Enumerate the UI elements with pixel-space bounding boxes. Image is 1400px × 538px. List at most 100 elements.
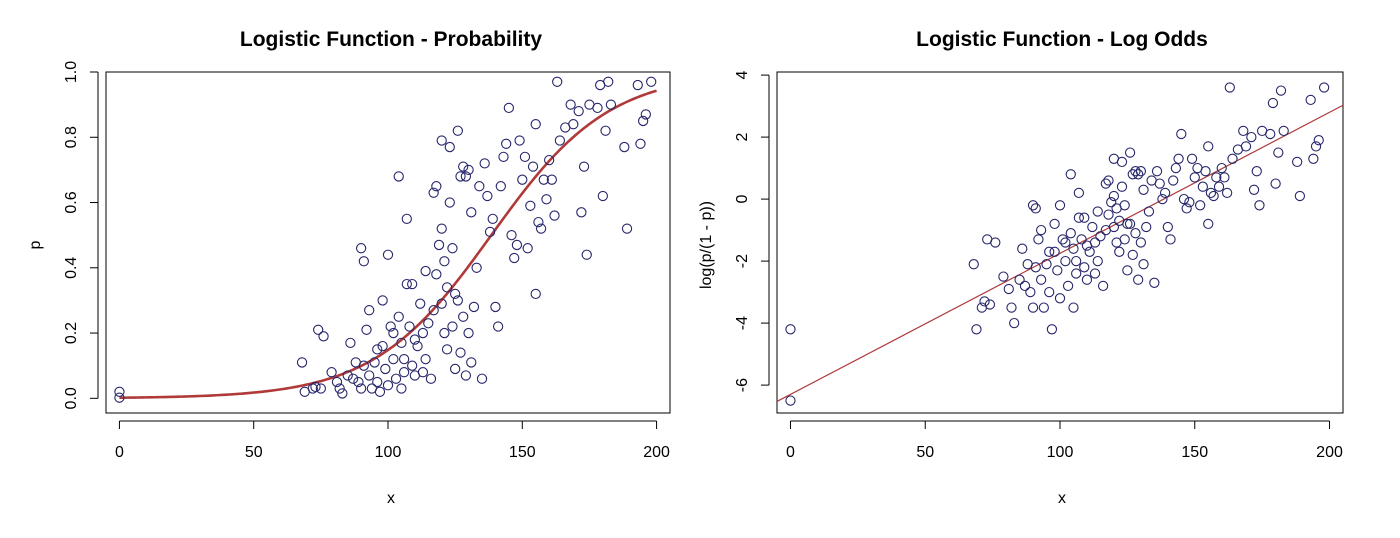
log-odds-plot-point	[1305, 94, 1316, 106]
log-odds-plot-point	[1046, 324, 1058, 335]
log-odds-plot-point	[1057, 234, 1068, 245]
probability-plot-point	[409, 334, 421, 345]
log-odds-plot-point	[1071, 255, 1082, 267]
probability-plot-point	[549, 210, 560, 221]
probability-plot-point	[425, 373, 437, 384]
probability-plot-point	[361, 324, 372, 335]
log-odds-plot-point	[1054, 200, 1066, 211]
log-odds-plot-point	[1308, 153, 1319, 164]
probability-plot-point	[431, 181, 442, 192]
log-odds-plot-point	[1065, 169, 1076, 180]
log-odds-plot-point	[968, 259, 979, 270]
probability-plot-point	[342, 370, 353, 381]
probability-plot-point	[460, 370, 472, 381]
log-odds-plot-point	[1116, 181, 1128, 192]
probability-plot-point	[401, 278, 412, 290]
probability-plot-point	[449, 288, 461, 300]
log-odds-plot-point	[1162, 221, 1173, 233]
log-odds-plot-point	[1122, 218, 1133, 230]
log-odds-plot-point	[1006, 302, 1017, 313]
log-odds-plot-point	[1197, 181, 1208, 192]
probability-plot-point	[347, 373, 359, 384]
probability-plot-y-tick-label: 1.0	[63, 61, 80, 83]
log-odds-plot-x-tick-label: 0	[786, 444, 795, 461]
log-odds-plot-point	[1087, 221, 1098, 233]
probability-plot-point	[452, 295, 463, 306]
probability-plot-point	[646, 76, 657, 87]
log-odds-plot-point	[1294, 190, 1306, 202]
probability-plot-point	[463, 327, 474, 339]
log-odds-plot-y-tick-label: 2	[734, 133, 751, 142]
log-odds-plot-point	[1103, 175, 1114, 186]
probability-plot-point	[439, 256, 450, 267]
log-odds-plot-point	[1124, 218, 1136, 230]
log-odds-plot-point	[1238, 125, 1249, 137]
log-odds-plot-point	[1149, 277, 1160, 288]
probability-plot-point	[455, 171, 466, 182]
probability-plot-x-tick-label: 50	[245, 444, 263, 461]
log-odds-plot-point	[1060, 237, 1071, 248]
log-odds-plot-point	[1254, 200, 1265, 211]
probability-plot-panel: Logistic Function - Probability x p 0 50 1…	[27, 28, 671, 507]
probability-plot-point	[412, 340, 423, 352]
log-odds-plot-point	[1170, 162, 1182, 174]
log-odds-plot-y-label: log(p/(1 - p))	[698, 201, 715, 289]
log-odds-plot-point	[1035, 224, 1047, 236]
probability-plot-point	[345, 337, 356, 348]
probability-plot-x-tick-label: 0	[115, 444, 124, 461]
log-odds-plot-point	[1248, 184, 1260, 195]
probability-plot-point	[514, 135, 525, 146]
probability-plot-point	[337, 388, 348, 399]
probability-plot-point	[576, 207, 587, 218]
probability-plot-point	[573, 106, 584, 117]
log-odds-plot-point	[1081, 274, 1093, 285]
probability-plot-point	[600, 125, 611, 136]
probability-plot-point	[114, 386, 125, 397]
log-odds-plot-frame	[776, 71, 1344, 414]
log-odds-plot-point	[1173, 153, 1184, 164]
probability-plot-point	[458, 311, 469, 322]
log-odds-plot-point	[1267, 97, 1279, 109]
log-odds-plot-x-tick-label: 100	[1047, 444, 1074, 461]
log-odds-plot-point	[1165, 234, 1176, 245]
probability-plot-point	[331, 376, 343, 388]
probability-plot-point	[420, 265, 431, 277]
probability-plot-point	[632, 79, 643, 91]
probability-plot-point	[476, 373, 488, 384]
log-odds-plot-point	[1060, 255, 1071, 267]
probability-plot-point	[393, 311, 404, 322]
log-odds-plot-point	[1027, 302, 1039, 313]
log-odds-plot-point	[1044, 286, 1055, 298]
log-odds-plot-point	[1030, 203, 1041, 214]
probability-plot-point	[484, 226, 496, 238]
probability-plot-point	[355, 383, 367, 394]
probability-plot-fitted-curve	[119, 89, 657, 400]
log-odds-plot-point	[1189, 172, 1200, 183]
probability-plot-point	[417, 367, 429, 378]
probability-plot-x-tick-label: 150	[509, 444, 536, 461]
log-odds-plot-point	[1044, 246, 1055, 257]
log-odds-plot-x-tick-label: 50	[916, 444, 934, 461]
probability-plot-point	[441, 344, 453, 355]
log-odds-plot-point	[1184, 197, 1195, 208]
probability-plot-point	[517, 174, 528, 185]
log-odds-plot-point	[1079, 212, 1090, 223]
probability-plot-point	[444, 141, 455, 153]
log-odds-plot-point	[1265, 128, 1276, 140]
probability-plot-point	[390, 373, 402, 384]
probability-plot-point	[501, 138, 512, 149]
probability-plot-point	[535, 223, 547, 234]
log-odds-plot-point	[984, 299, 996, 310]
log-odds-plot-point	[1106, 197, 1117, 208]
log-odds-plot-point	[1103, 209, 1114, 220]
probability-plot-point	[482, 190, 493, 202]
log-odds-plot-point	[1195, 200, 1206, 211]
probability-plot-point	[449, 363, 461, 375]
probability-plot-point	[522, 243, 533, 254]
log-odds-plot-point	[1318, 82, 1330, 93]
probability-plot-point	[377, 295, 388, 306]
log-odds-plot-point	[1157, 193, 1168, 205]
log-odds-plot-point	[1154, 178, 1165, 189]
probability-plot-point	[388, 354, 399, 365]
log-odds-plot-point	[1275, 85, 1287, 96]
